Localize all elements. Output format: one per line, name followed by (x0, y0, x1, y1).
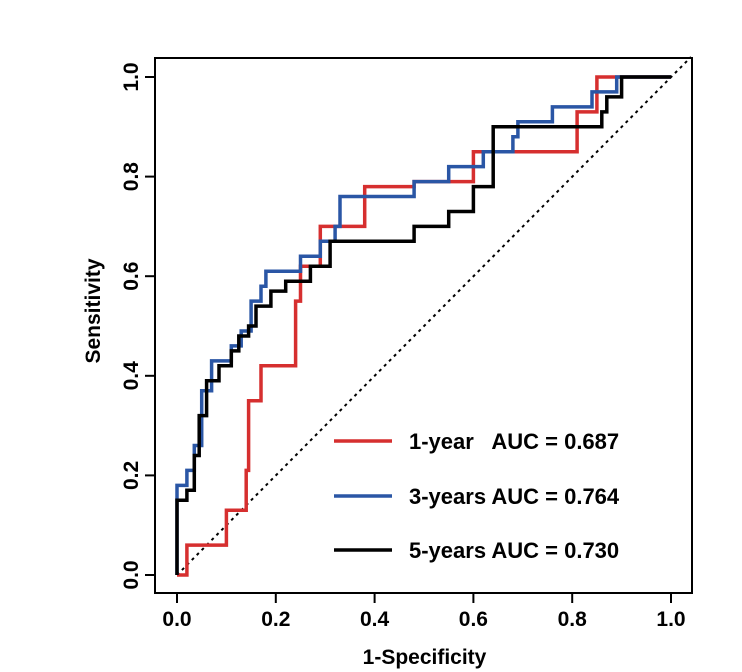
legend: 1-year AUC = 0.687 3-years AUC = 0.764 5-y… (334, 429, 620, 563)
y-tick-label: 0.8 (120, 162, 143, 192)
plot-area-frame (154, 57, 693, 594)
y-tick-label: 0.6 (120, 262, 143, 291)
legend-label-1-year: 1-year AUC = 0.687 (409, 429, 619, 454)
x-tick-label: 0.2 (261, 608, 290, 631)
x-tick-label: 1.0 (656, 608, 685, 631)
y-tick-label: 0.2 (120, 461, 143, 490)
x-axis-title: 1-Specificity (363, 646, 487, 669)
x-tick-label: 0.0 (162, 608, 191, 631)
y-tick-label: 1.0 (120, 62, 143, 91)
y-tick-label: 0.0 (120, 560, 143, 589)
x-axis-ticks: 0.0 0.2 0.4 0.6 0.8 1.0 (162, 593, 686, 631)
series-lines (175, 75, 671, 577)
y-axis-title: Sensitivity (82, 258, 105, 363)
series-5-years-line (175, 75, 671, 575)
x-tick-label: 0.6 (459, 608, 488, 631)
y-tick-label: 0.4 (120, 361, 143, 391)
x-tick-label: 0.4 (360, 608, 390, 631)
y-axis-ticks: 0.0 0.2 0.4 0.6 0.8 1.0 (120, 62, 155, 590)
legend-label-3-years: 3-years AUC = 0.764 (409, 484, 620, 509)
legend-label-5-years: 5-years AUC = 0.730 (409, 538, 619, 563)
reference-diagonal (176, 56, 692, 576)
x-tick-label: 0.8 (558, 608, 588, 631)
series-1-year-line (177, 75, 671, 577)
